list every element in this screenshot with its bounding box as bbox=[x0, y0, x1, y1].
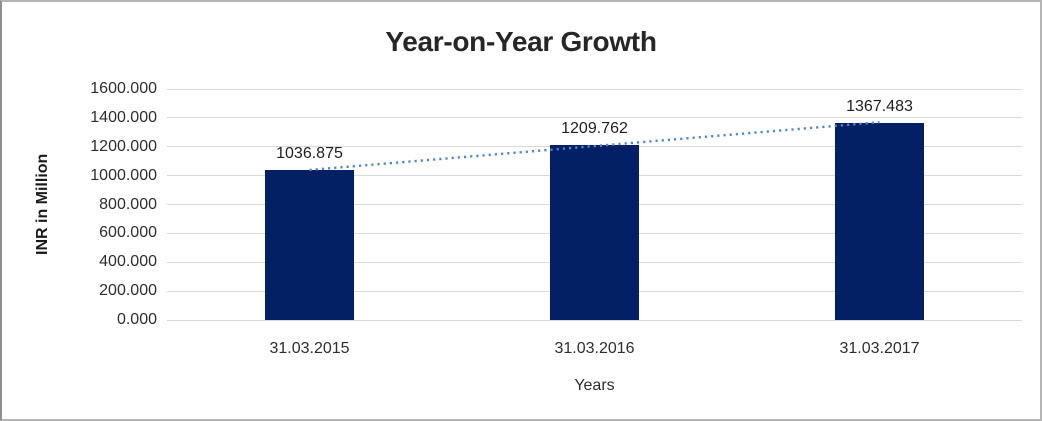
bar-31.03.2017 bbox=[835, 122, 924, 320]
gridline bbox=[167, 117, 1022, 119]
data-label: 1209.762 bbox=[561, 120, 628, 138]
y-tick-label: 800.000 bbox=[99, 195, 157, 213]
gridline bbox=[167, 319, 1022, 321]
x-tick-label: 31.03.2015 bbox=[269, 340, 350, 357]
y-tick-label: 1200.000 bbox=[90, 137, 157, 155]
data-label: 1367.483 bbox=[846, 97, 913, 115]
y-tick-label: 0.000 bbox=[116, 311, 157, 328]
data-label: 1036.875 bbox=[276, 145, 343, 163]
x-tick-label: 31.03.2016 bbox=[554, 340, 635, 357]
trendline-segment bbox=[309, 121, 880, 172]
bar-31.03.2015 bbox=[265, 170, 354, 320]
trendline bbox=[309, 121, 880, 172]
y-tick-label: 1600.000 bbox=[90, 80, 157, 97]
y-tick-label: 1000.000 bbox=[90, 166, 157, 184]
y-tick-label: 400.000 bbox=[99, 253, 157, 271]
y-tick-label: 200.000 bbox=[99, 282, 157, 300]
chart-title: Year-on-Year Growth bbox=[385, 26, 657, 57]
y-tick-label: 600.000 bbox=[99, 224, 157, 242]
y-tick-label: 1400.000 bbox=[90, 108, 157, 126]
plot-area: 1036.875 1209.762 1367.483 bbox=[167, 88, 1022, 321]
gridline bbox=[167, 88, 1022, 90]
bar-31.03.2016 bbox=[550, 145, 639, 320]
x-axis-title: Years bbox=[574, 377, 615, 394]
x-tick-label: 31.03.2017 bbox=[839, 340, 920, 357]
